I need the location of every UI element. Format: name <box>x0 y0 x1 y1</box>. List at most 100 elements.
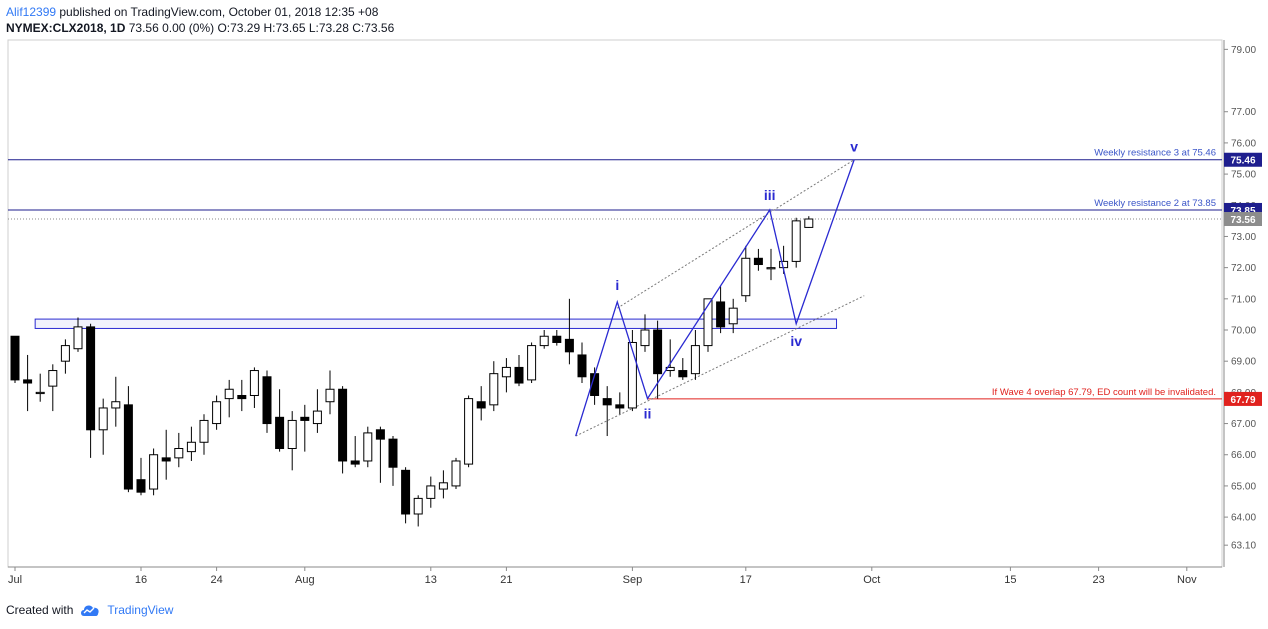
price-chart[interactable]: 63.1064.0065.0066.0067.0068.0069.0070.00… <box>0 0 1268 600</box>
candle-body <box>451 460 461 487</box>
time-tick-label: Aug <box>295 574 315 586</box>
time-tick-label: 23 <box>1092 574 1104 586</box>
time-tick-label: Nov <box>1177 574 1197 586</box>
candle-body <box>23 379 33 384</box>
support-zone <box>34 318 838 329</box>
plot-area <box>7 39 1223 568</box>
footer: Created with TradingView <box>6 603 173 617</box>
candle-body <box>375 429 385 440</box>
candle-body <box>212 401 222 425</box>
wave-label-iii: iii <box>764 187 776 203</box>
candle-body <box>627 341 637 409</box>
author-link[interactable]: Alif12399 <box>6 5 57 19</box>
price-tick-label: 65.00 <box>1231 481 1256 492</box>
price-tick-label: 75.00 <box>1231 170 1256 181</box>
candle-body <box>287 419 297 450</box>
candle-body <box>174 448 184 459</box>
resistance-label: Weekly resistance 3 at 75.46 <box>1094 148 1216 159</box>
candle-body <box>804 218 814 228</box>
wave-label-v: v <box>850 139 858 155</box>
time-tick-label: Jul <box>8 574 22 586</box>
time-tick-label: 17 <box>740 574 752 586</box>
price-tick-label: 66.00 <box>1231 450 1256 461</box>
candle-body <box>716 301 726 328</box>
candle-body <box>401 469 411 515</box>
candle-body <box>501 366 511 378</box>
channel-upper-line <box>617 159 855 309</box>
candle-body <box>653 329 663 375</box>
resistance-label: Weekly resistance 2 at 73.85 <box>1094 198 1216 209</box>
candle-body <box>615 404 625 409</box>
candle-body <box>98 407 108 431</box>
tradingview-cloud-icon <box>81 605 100 616</box>
candle-body <box>577 354 587 378</box>
time-tick-label: 24 <box>210 574 222 586</box>
candle-body <box>388 438 398 468</box>
candle-body <box>514 366 524 384</box>
tradingview-brand: TradingView <box>107 603 174 617</box>
price-tag-label: 73.85 <box>1230 206 1255 217</box>
price-tick-label: 71.00 <box>1231 294 1256 305</box>
candle-body <box>741 257 751 297</box>
candle-body <box>237 394 247 400</box>
price-tick-label: 77.00 <box>1231 107 1256 118</box>
candle-body <box>640 329 650 347</box>
candle-body <box>791 220 801 262</box>
price-tick-label: 73.00 <box>1231 232 1256 243</box>
time-tick-label: Sep <box>623 574 643 586</box>
last-price-tag-bg <box>1224 211 1262 226</box>
price-tag-label: 67.79 <box>1230 395 1255 406</box>
price-tag-bg <box>1224 391 1262 406</box>
symbol-line: NYMEX:CLX2018, 1D 73.56 0.00 (0%) O:73.2… <box>6 20 394 36</box>
wave-path <box>575 159 855 437</box>
price-tick-label: 72.00 <box>1231 263 1256 274</box>
candle-body <box>186 441 196 453</box>
price-tag-label: 75.46 <box>1230 156 1255 167</box>
candle-body <box>73 326 83 350</box>
candle-body <box>48 370 58 387</box>
candle-body <box>300 416 310 421</box>
wave-label-ii: ii <box>644 406 652 422</box>
candle-body <box>338 388 348 462</box>
time-tick-label: 16 <box>135 574 147 586</box>
candle-body <box>753 257 763 266</box>
last-price-tag-label: 73.56 <box>1230 215 1255 226</box>
published-text: published on TradingView.com, October 01… <box>56 5 379 19</box>
price-tick-label: 67.00 <box>1231 419 1256 430</box>
time-tick-label: Oct <box>863 574 880 586</box>
publish-line: Alif12399 published on TradingView.com, … <box>6 4 394 20</box>
candle-body <box>161 457 171 462</box>
price-tick-label: 76.00 <box>1231 138 1256 149</box>
candle-body <box>111 401 121 409</box>
candle-body <box>363 432 373 462</box>
price-tick-label: 70.00 <box>1231 326 1256 337</box>
candle-body <box>275 416 285 450</box>
candle-body <box>464 398 474 465</box>
candle-body <box>766 267 776 270</box>
candle-body <box>312 410 322 425</box>
candle-body <box>35 391 45 395</box>
wave-label-iv: iv <box>790 333 802 349</box>
candle-body <box>678 370 688 378</box>
wave-label-i: i <box>615 277 619 293</box>
symbol-label: NYMEX:CLX2018, 1D <box>6 21 126 35</box>
candle-body <box>564 338 574 353</box>
candle-body <box>476 401 486 409</box>
candle-body <box>602 398 612 406</box>
price-tick-label: 64.00 <box>1231 513 1256 524</box>
candle-body <box>413 497 423 515</box>
chart-header: Alif12399 published on TradingView.com, … <box>6 4 394 36</box>
time-tick-label: 15 <box>1004 574 1016 586</box>
candle-body <box>60 345 70 362</box>
channel-lower-line <box>575 295 865 437</box>
price-tag-bg <box>1224 152 1262 167</box>
candle-body <box>149 454 159 490</box>
candle-body <box>325 388 335 403</box>
quote-values: 73.56 0.00 (0%) O:73.29 H:73.65 L:73.28 … <box>128 21 395 35</box>
created-with-label: Created with <box>6 603 74 617</box>
candle-body <box>552 335 562 343</box>
candle-body <box>690 345 700 375</box>
candle-body <box>262 376 272 425</box>
candle-body <box>123 404 133 490</box>
tradingview-link[interactable]: TradingView <box>79 603 173 617</box>
